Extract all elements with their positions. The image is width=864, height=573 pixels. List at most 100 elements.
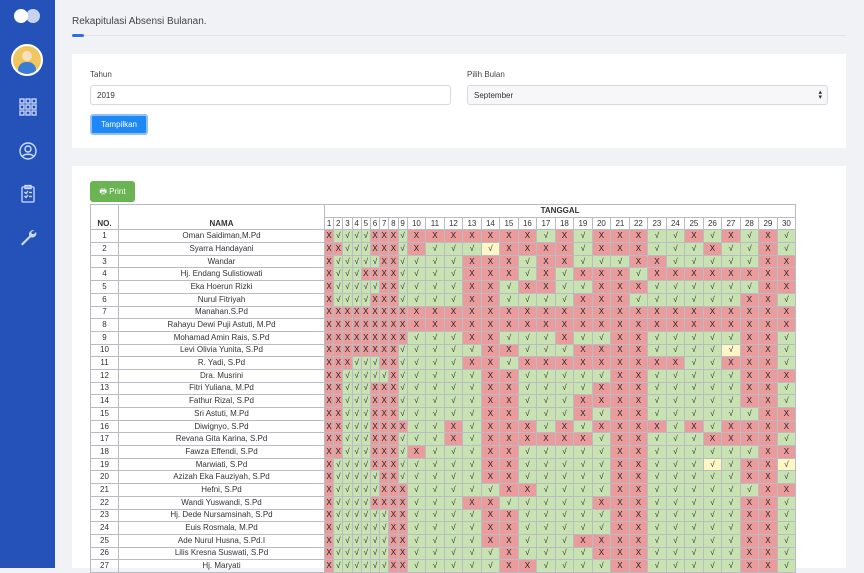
attendance-cell: √ xyxy=(333,483,344,497)
attendance-cell: √ xyxy=(554,559,575,573)
attendance-cell: √ xyxy=(333,280,344,294)
attendance-cell: √ xyxy=(480,242,501,256)
attendance-cell: √ xyxy=(425,445,445,459)
attendance-cell: √ xyxy=(443,356,464,370)
attendance-cell: X xyxy=(647,254,667,269)
attendance-cell: X xyxy=(721,432,741,447)
attendance-cell: √ xyxy=(665,419,686,434)
attendance-cell: √ xyxy=(462,470,482,485)
attendance-cell: √ xyxy=(351,381,362,396)
attendance-cell: X xyxy=(480,292,501,307)
attendance-cell: X xyxy=(406,305,427,320)
attendance-cell: √ xyxy=(573,508,593,523)
attendance-cell: √ xyxy=(333,521,344,535)
row-name: Fawza Effendi, S.Pd xyxy=(118,445,325,459)
attendance-cell: √ xyxy=(517,521,538,535)
attendance-cell: √ xyxy=(628,292,649,307)
attendance-cell: X xyxy=(758,394,778,408)
logo-icon[interactable] xyxy=(14,8,42,26)
attendance-cell: X xyxy=(323,368,335,383)
table-row: 12 Dra. Musrini X X √ √ √ √ √ X √ √ √ √ √ X X √ √ √ √ √ X X √ √ √ √… xyxy=(90,368,797,383)
attendance-cell: √ xyxy=(536,419,556,434)
attendance-cell: X xyxy=(388,508,399,523)
attendance-cell: X xyxy=(721,229,741,244)
attendance-cell: X xyxy=(610,229,630,244)
attendance-cell: √ xyxy=(721,292,741,307)
col-header-nama: NAMA xyxy=(118,203,325,231)
attendance-cell: X xyxy=(480,407,501,421)
attendance-cell: X xyxy=(591,356,612,370)
day-header: 4 xyxy=(351,216,362,231)
attendance-cell: X xyxy=(665,356,686,370)
attendance-cell: X xyxy=(342,305,353,320)
attendance-cell: √ xyxy=(406,470,427,485)
row-name: Rahayu Dewi Puji Astuti, M.Pd xyxy=(118,318,325,332)
attendance-cell: X xyxy=(610,432,630,447)
attendance-cell: X xyxy=(388,394,399,408)
attendance-cell: √ xyxy=(776,343,797,358)
row-name: Revana Gita Karina, S.Pd xyxy=(118,432,325,447)
row-number: 18 xyxy=(90,445,119,459)
attendance-cell: √ xyxy=(665,407,686,421)
row-number: 25 xyxy=(90,533,119,548)
row-name: Hj. Dede Nursamsinah, S.Pd xyxy=(118,508,325,523)
attendance-cell: X xyxy=(323,343,335,358)
attendance-cell: X xyxy=(758,495,778,510)
attendance-cell: X xyxy=(758,483,778,497)
attendance-cell: X xyxy=(499,267,519,282)
attendance-cell: √ xyxy=(591,254,612,269)
attendance-cell: √ xyxy=(554,343,575,358)
attendance-cell: √ xyxy=(573,280,593,294)
attendance-cell: √ xyxy=(406,521,427,535)
table-row: 26 Lilis Kresna Suswati, S.Pd X √ √ √ √ √ √ X X √ √ √… xyxy=(90,546,797,561)
attendance-cell: √ xyxy=(684,381,704,396)
attendance-cell: √ xyxy=(342,483,353,497)
clipboard-icon[interactable] xyxy=(18,184,38,204)
attendance-cell: X xyxy=(573,432,593,447)
attendance-cell: X xyxy=(369,419,381,434)
attendance-cell: X xyxy=(739,318,760,332)
attendance-cell: X xyxy=(406,242,427,256)
row-number: 9 xyxy=(90,330,119,345)
attendance-cell: √ xyxy=(425,521,445,535)
attendance-cell: X xyxy=(554,305,575,320)
attendance-cell: X xyxy=(554,242,575,256)
avatar[interactable] xyxy=(11,44,43,76)
attendance-cell: X xyxy=(443,318,464,332)
attendance-cell: √ xyxy=(360,546,371,561)
attendance-cell: X xyxy=(554,356,575,370)
wrench-icon[interactable] xyxy=(18,228,38,248)
attendance-cell: √ xyxy=(369,356,381,370)
attendance-cell: √ xyxy=(721,407,741,421)
attendance-cell: X xyxy=(573,356,593,370)
attendance-cell: √ xyxy=(462,419,482,434)
attendance-cell: X xyxy=(323,559,335,573)
attendance-cell: √ xyxy=(721,457,741,472)
table-row: 3 Wandar X √ √ √ √ √ X X √ √ √ √ X X X √ X X √ √ √ X X √ √ √ √ √ X X xyxy=(90,254,797,269)
attendance-cell: √ xyxy=(517,292,538,307)
attendance-cell: X xyxy=(758,356,778,370)
user-circle-icon[interactable] xyxy=(18,141,38,161)
attendance-cell: X xyxy=(480,381,501,396)
row-name: Syarra Handayani xyxy=(118,242,325,256)
attendance-cell: X xyxy=(628,368,649,383)
attendance-cell: X xyxy=(323,318,335,332)
attendance-cell: √ xyxy=(425,343,445,358)
attendance-cell: √ xyxy=(591,330,612,345)
tahun-value: 2019 xyxy=(97,91,115,100)
attendance-cell: X xyxy=(369,330,381,345)
print-button[interactable]: 🖶 Print xyxy=(90,181,135,202)
attendance-cell: √ xyxy=(379,533,390,548)
attendance-cell: √ xyxy=(702,330,723,345)
attendance-cell: √ xyxy=(573,419,593,434)
attendance-cell: √ xyxy=(721,546,741,561)
attendance-cell: X xyxy=(360,343,371,358)
attendance-cell: √ xyxy=(360,495,371,510)
grid-icon[interactable] xyxy=(18,97,38,117)
bulan-select[interactable]: September ▴ ▾ xyxy=(467,85,828,105)
attendance-cell: X xyxy=(499,394,519,408)
tampilkan-button[interactable]: Tampilkan xyxy=(90,114,148,135)
attendance-cell: X xyxy=(333,343,344,358)
tahun-input[interactable]: 2019 xyxy=(90,85,451,105)
attendance-cell: √ xyxy=(665,483,686,497)
